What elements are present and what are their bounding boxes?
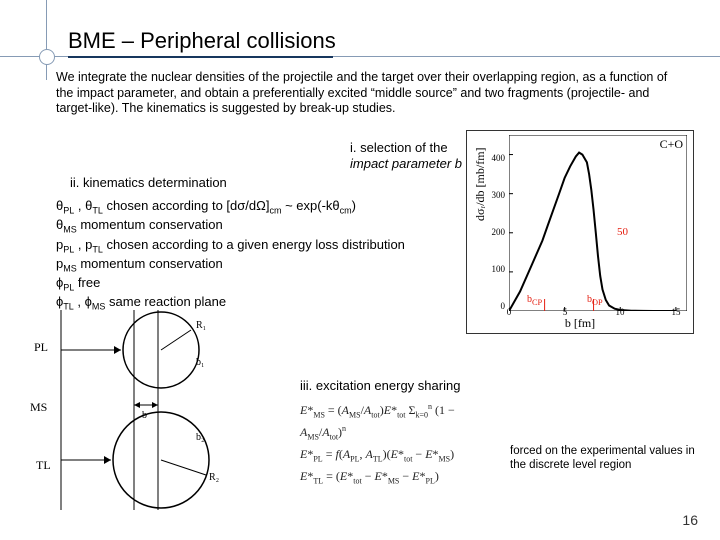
title-underline xyxy=(68,56,333,58)
kin-line-3: pPL , pTL chosen according to a given en… xyxy=(56,237,405,256)
ytick-100: 100 xyxy=(483,264,505,274)
diag-MS: MS xyxy=(30,400,47,415)
eq-2: E*PL = f(APL, ATL)(E*tot − E*MS) xyxy=(300,444,500,466)
kin-line-2: θMS momentum conservation xyxy=(56,217,405,236)
page-title: BME – Peripheral collisions xyxy=(68,28,336,54)
chart-xlabel: b [fm] xyxy=(467,316,693,331)
chart-svg xyxy=(509,135,687,311)
chart-area xyxy=(509,135,687,311)
step-ii-label: ii. kinematics determination xyxy=(70,175,227,190)
diag-R2: R₂ xyxy=(209,472,219,483)
chart-title: C+O xyxy=(660,137,683,152)
intro-paragraph: We integrate the nuclear densities of th… xyxy=(56,70,684,117)
kinematics-block: θPL , θTL chosen according to [dσ/dΩ]cm … xyxy=(56,198,405,314)
xtick-5: 5 xyxy=(557,307,573,317)
kin-line-1: θPL , θTL chosen according to [dσ/dΩ]cm … xyxy=(56,198,405,217)
diag-TL: TL xyxy=(36,458,51,473)
equations-block: E*MS = (AMS/Atot)E*tot Σk=0n (1 − AMS/At… xyxy=(300,400,500,488)
header-corner-icon xyxy=(39,49,55,65)
diag-b1: b₁ xyxy=(196,357,205,368)
footnote-text: forced on the experimental values in the… xyxy=(510,445,710,473)
step-i-label: i. selection of theimpact parameter b xyxy=(350,140,462,173)
xtick-0: 0 xyxy=(501,307,517,317)
page-number: 16 xyxy=(682,512,698,528)
step-iii-label: iii. excitation energy sharing xyxy=(300,378,460,393)
header-vertical-rule xyxy=(46,0,47,80)
ytick-200: 200 xyxy=(483,227,505,237)
eq-3: E*TL = (E*tot − E*MS − E*PL) xyxy=(300,466,500,488)
eq-1: E*MS = (AMS/Atot)E*tot Σk=0n (1 − AMS/At… xyxy=(300,400,500,444)
chart-annotation-50: 50 xyxy=(617,226,628,238)
diag-b: b xyxy=(142,410,147,421)
xtick-10: 10 xyxy=(612,307,628,317)
xtick-15: 15 xyxy=(668,307,684,317)
chart-bcp-label: bCP xyxy=(527,294,542,307)
kin-line-5: ϕPL free xyxy=(56,275,405,294)
step-i-text: i. selection of theimpact parameter b xyxy=(350,140,462,171)
ytick-400: 400 xyxy=(483,153,505,163)
chart-panel: C+O dσᵣ/db [mb/fm] b [fm] 50 bCP bOP 0 1… xyxy=(466,130,694,334)
diag-b2: b₂ xyxy=(196,432,205,443)
ytick-300: 300 xyxy=(483,190,505,200)
diag-R1: R₁ xyxy=(196,320,206,331)
diagram-svg: R₁ b₁ R₂ b₂ b xyxy=(56,310,256,510)
chart-bop-label: bOP xyxy=(587,294,603,307)
diag-PL: PL xyxy=(34,340,48,355)
kin-line-4: pMS momentum conservation xyxy=(56,256,405,275)
collision-diagram: R₁ b₁ R₂ b₂ b PL MS TL xyxy=(56,310,256,510)
